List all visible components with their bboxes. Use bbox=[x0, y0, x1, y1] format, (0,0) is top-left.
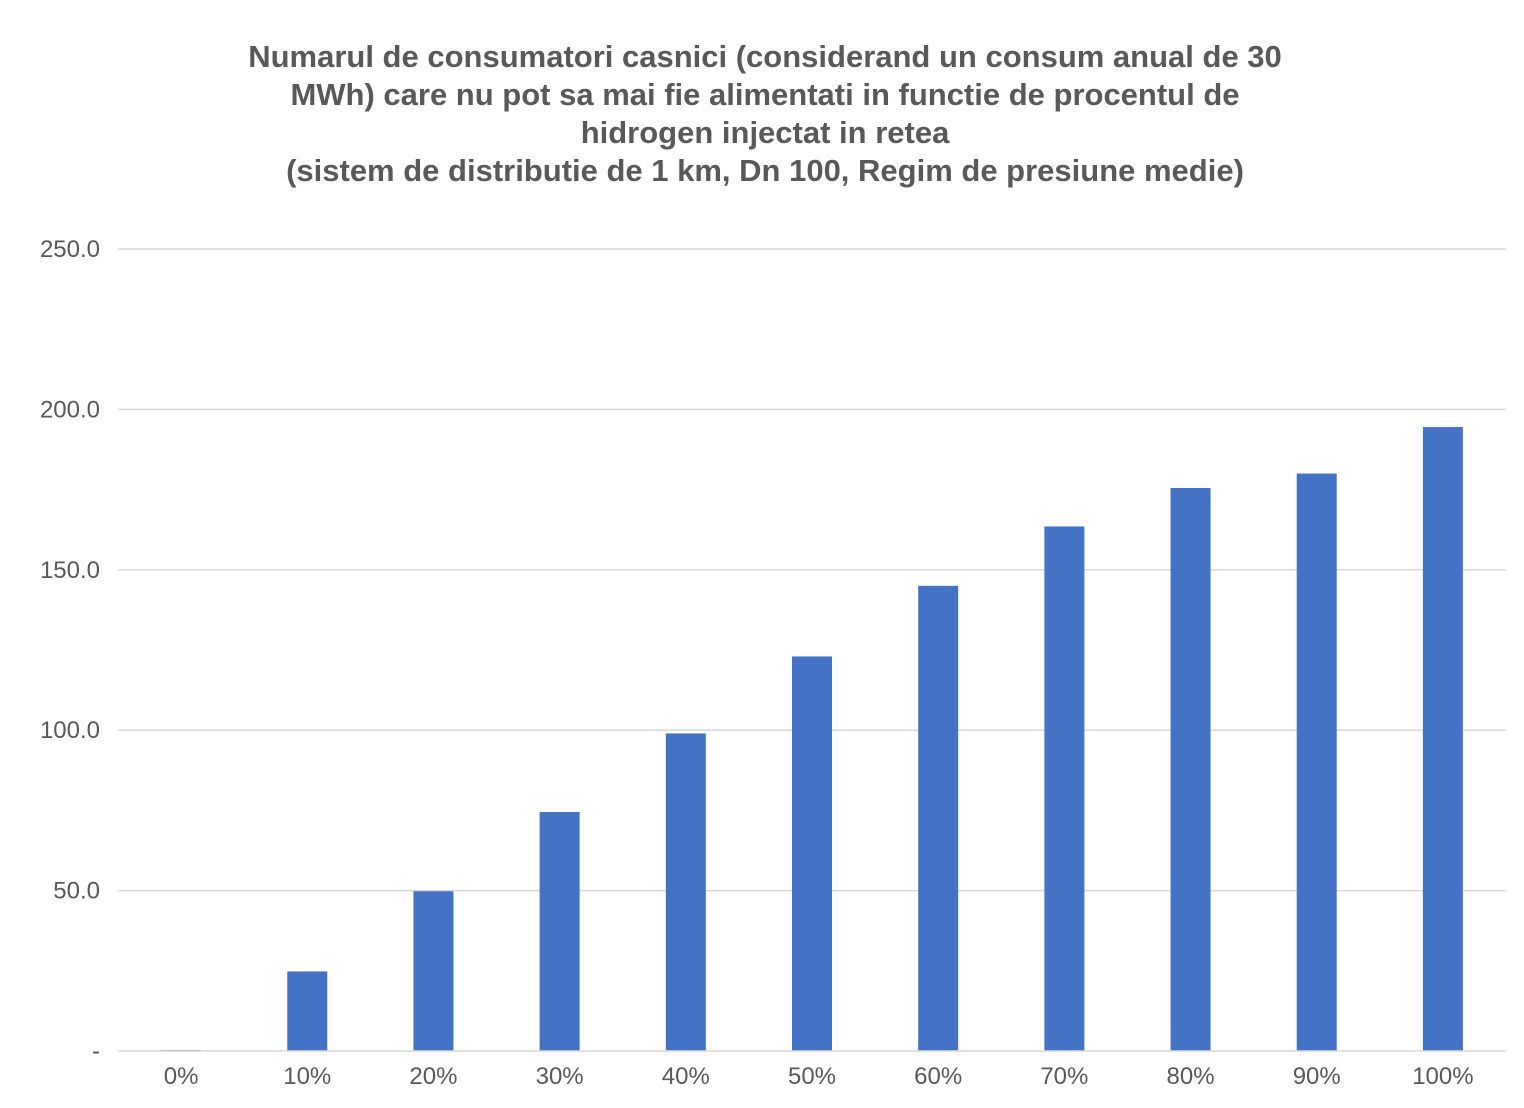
bar bbox=[287, 971, 328, 1051]
bars bbox=[161, 427, 1463, 1052]
x-tick-label: 50% bbox=[788, 1063, 836, 1090]
x-tick-label: 40% bbox=[662, 1063, 710, 1090]
y-tick-label: - bbox=[92, 1038, 100, 1065]
x-tick-label: 80% bbox=[1167, 1063, 1215, 1090]
bar bbox=[539, 812, 580, 1051]
bar bbox=[918, 585, 959, 1051]
x-tick-label: 30% bbox=[536, 1063, 584, 1090]
bar bbox=[665, 733, 706, 1051]
y-tick-label: 100.0 bbox=[40, 717, 100, 744]
x-axis-tick-labels: 0% 10% 20% 30% 40% 50% 60% 70% 80% 90% 100% bbox=[164, 1063, 1474, 1090]
y-tick-label: 150.0 bbox=[40, 557, 100, 584]
x-tick-label: 70% bbox=[1040, 1063, 1088, 1090]
x-tick-label: 20% bbox=[409, 1063, 457, 1090]
bar bbox=[792, 656, 832, 1051]
chart-title-line-4: (sistem de distributie de 1 km, Dn 100, … bbox=[286, 153, 1244, 188]
bar bbox=[1422, 427, 1463, 1051]
x-tick-label: 0% bbox=[164, 1063, 199, 1090]
chart-title: Numarul de consumatori casnici (consider… bbox=[150, 38, 1380, 190]
y-tick-label: 200.0 bbox=[40, 396, 100, 423]
y-axis-tick-labels: - 50.0 100.0 150.0 200.0 250.0 bbox=[40, 236, 100, 1065]
chart-title-line-1: Numarul de consumatori casnici (consider… bbox=[248, 39, 1282, 74]
x-tick-label: 10% bbox=[283, 1063, 331, 1090]
bar bbox=[1044, 526, 1085, 1051]
x-tick-label: 90% bbox=[1293, 1063, 1341, 1090]
bar bbox=[1296, 473, 1337, 1051]
y-tick-label: 50.0 bbox=[53, 878, 100, 905]
y-tick-label: 250.0 bbox=[40, 236, 100, 263]
chart-title-line-2: MWh) care nu pot sa mai fie alimentati i… bbox=[290, 77, 1240, 112]
x-tick-label: 100% bbox=[1412, 1063, 1473, 1090]
bar bbox=[1170, 487, 1211, 1052]
x-tick-label: 60% bbox=[914, 1063, 962, 1090]
bar bbox=[413, 891, 454, 1051]
chart-title-line-3: hidrogen injectat in retea bbox=[580, 115, 950, 150]
